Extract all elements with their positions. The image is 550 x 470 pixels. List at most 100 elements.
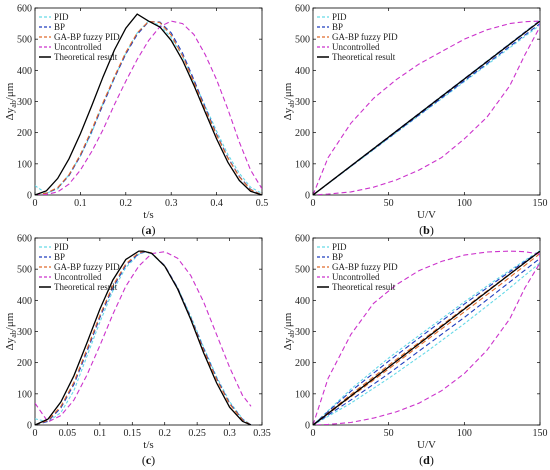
y-tick-label: 100 xyxy=(17,159,32,170)
panel-caption-open: ( xyxy=(142,223,146,237)
legend-label: GA-BP fuzzy PID xyxy=(54,262,120,272)
legend-label: Theoretical result xyxy=(332,52,396,62)
x-tick-label: 0.5 xyxy=(256,198,269,209)
panel-caption-open: ( xyxy=(419,453,423,467)
y-axis-label-sub: ab xyxy=(287,330,296,338)
x-tick-label: 100 xyxy=(457,428,472,439)
panel-caption: (c) xyxy=(142,453,155,467)
y-tick-label: 0 xyxy=(305,191,310,202)
panel-caption-open: ( xyxy=(419,223,423,237)
y-tick-label: 200 xyxy=(17,128,32,139)
y-tick-label: 600 xyxy=(17,234,32,245)
series-line-ga-bp-fuzzy-pid xyxy=(313,250,540,425)
panel-caption-open: ( xyxy=(142,453,146,467)
y-tick-label: 400 xyxy=(17,296,32,307)
y-tick-label: 200 xyxy=(17,358,32,369)
y-tick-label: 600 xyxy=(295,4,310,15)
y-tick-label: 500 xyxy=(17,35,32,46)
y-tick-label: 400 xyxy=(295,66,310,77)
y-axis-label-unit: /μm xyxy=(282,312,294,330)
y-tick-label: 200 xyxy=(295,128,310,139)
y-tick-label: 600 xyxy=(17,4,32,15)
x-tick-label: 0 xyxy=(33,198,38,209)
panel-caption: (b) xyxy=(419,223,434,237)
series-line-theoretical-result xyxy=(35,250,252,425)
y-tick-label: 500 xyxy=(295,265,310,276)
legend-label: GA-BP fuzzy PID xyxy=(332,32,398,42)
y-tick-label: 0 xyxy=(305,421,310,432)
series-line-pid xyxy=(35,251,252,425)
legend-label: GA-BP fuzzy PID xyxy=(332,262,398,272)
series-line-theoretical-result xyxy=(35,13,262,195)
y-tick-label: 100 xyxy=(295,389,310,400)
y-axis-label: Δyab/μm xyxy=(4,312,18,350)
y-axis-label-sub: ab xyxy=(9,330,18,338)
x-tick-label: 0.35 xyxy=(253,428,271,439)
x-tick-label: 0.1 xyxy=(74,198,87,209)
x-tick-label: 0.4 xyxy=(210,198,223,209)
panel-caption: (a) xyxy=(142,223,156,237)
x-axis-label: t/s xyxy=(143,439,153,451)
x-tick-label: 0 xyxy=(33,428,38,439)
y-tick-label: 300 xyxy=(17,327,32,338)
x-tick-label: 150 xyxy=(533,198,548,209)
x-tick-label: 50 xyxy=(384,198,394,209)
y-tick-label: 0 xyxy=(27,191,32,202)
y-axis-label-unit: /μm xyxy=(282,82,294,100)
x-tick-label: 0.05 xyxy=(59,428,77,439)
panel-caption: (d) xyxy=(419,453,434,467)
series-line-pid xyxy=(313,19,540,195)
y-axis-label-main: Δy xyxy=(282,337,294,350)
panel-c: 0 0.05 0.1 0.15 0.2 0.25 0.3 0.35 0 100 200 300 400 5… xyxy=(4,234,271,468)
y-tick-label: 300 xyxy=(295,327,310,338)
series-line-uncontrolled xyxy=(313,250,540,425)
legend-label: Uncontrolled xyxy=(54,272,102,282)
x-tick-label: 0.1 xyxy=(94,428,107,439)
y-axis-label-sub: ab xyxy=(287,100,296,108)
legend-label: BP xyxy=(332,22,343,32)
panel-caption-letter: d xyxy=(423,453,430,467)
y-axis-label: Δyab/μm xyxy=(282,82,296,120)
x-tick-label: 0 xyxy=(311,198,316,209)
x-tick-label: 0.15 xyxy=(124,428,142,439)
series-line-ga-bp-fuzzy-pid xyxy=(35,250,252,425)
y-tick-label: 0 xyxy=(27,421,32,432)
x-tick-label: 0.25 xyxy=(188,428,206,439)
y-tick-label: 500 xyxy=(295,35,310,46)
panel-caption-close: ) xyxy=(152,223,156,237)
panel-caption-close: ) xyxy=(430,453,434,467)
legend-label: Theoretical result xyxy=(332,282,396,292)
y-axis-label: Δyab/μm xyxy=(4,82,18,120)
legend-label: PID xyxy=(54,12,69,22)
series-line-theoretical-result xyxy=(313,250,540,425)
y-axis-label-unit: /μm xyxy=(4,82,16,100)
series-line-uncontrolled xyxy=(313,20,540,195)
y-tick-label: 100 xyxy=(17,389,32,400)
y-axis-label-main: Δy xyxy=(4,107,16,120)
legend-label: BP xyxy=(54,22,65,32)
panel-caption-letter: a xyxy=(146,223,152,237)
x-tick-label: 50 xyxy=(384,428,394,439)
legend-label: PID xyxy=(332,12,347,22)
y-tick-label: 300 xyxy=(17,97,32,108)
series-line-uncontrolled xyxy=(35,20,262,195)
y-axis-label-sub: ab xyxy=(9,100,18,108)
x-tick-label: 0.2 xyxy=(158,428,171,439)
legend-label: BP xyxy=(332,252,343,262)
y-tick-label: 100 xyxy=(295,159,310,170)
legend-label: PID xyxy=(54,242,69,252)
legend-label: BP xyxy=(54,252,65,262)
panel-b: 0 50 100 150 0 100 200 300 400 500 600 U/V Δyab/μm PI… xyxy=(282,4,548,238)
y-tick-label: 400 xyxy=(295,296,310,307)
y-axis-label-main: Δy xyxy=(282,107,294,120)
panel-caption-letter: b xyxy=(423,223,430,237)
x-tick-label: 150 xyxy=(533,428,548,439)
y-tick-label: 200 xyxy=(295,358,310,369)
x-axis-label: t/s xyxy=(143,209,153,221)
y-tick-label: 600 xyxy=(295,234,310,245)
legend-label: PID xyxy=(332,242,347,252)
